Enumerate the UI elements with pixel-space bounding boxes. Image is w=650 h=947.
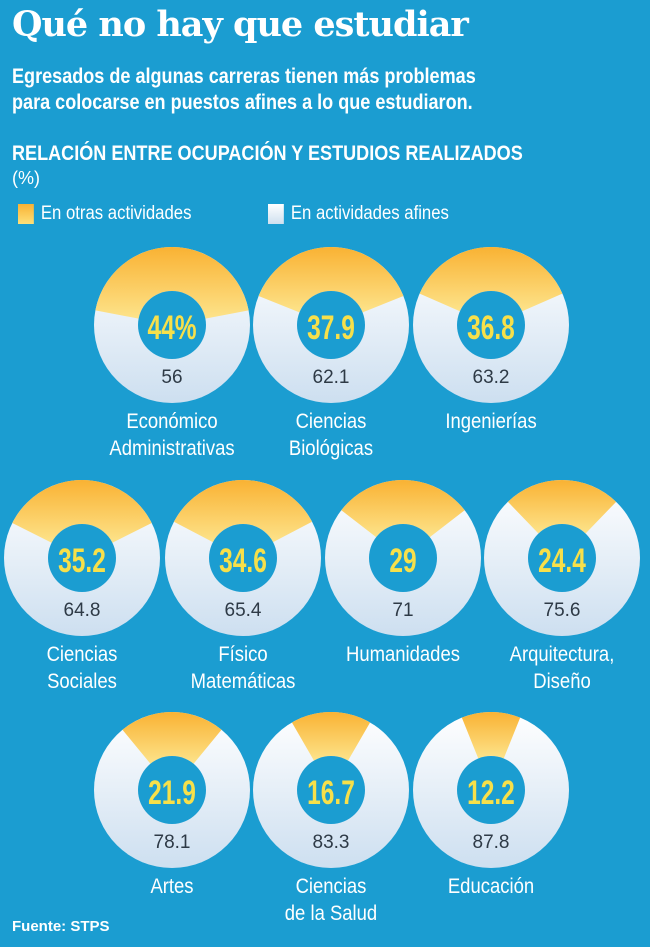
- subtitle-line: Egresados de algunas carreras tienen más…: [12, 65, 476, 88]
- donut-hole: [457, 291, 525, 359]
- category-label: Económico: [126, 410, 217, 433]
- value-otras: 24.4: [538, 542, 586, 580]
- category-label: Ciencias: [296, 410, 367, 433]
- slice-otras: [419, 246, 563, 312]
- value-otras: 34.6: [219, 542, 267, 580]
- value-afines: 63.2: [473, 367, 510, 388]
- subtitle-line: para colocarse en puestos afines a lo qu…: [12, 91, 473, 114]
- category-label: Artes: [150, 875, 193, 898]
- donut-hole: [138, 291, 206, 359]
- value-otras: 16.7: [307, 774, 355, 812]
- slice-otras: [12, 480, 152, 543]
- donut-hole: [457, 756, 525, 824]
- value-afines: 75.6: [544, 600, 581, 621]
- value-otras: 12.2: [467, 774, 515, 812]
- value-afines: 65.4: [225, 600, 262, 621]
- value-otras: 35.2: [58, 542, 106, 580]
- slice-otras: [461, 712, 521, 759]
- category-label: Educación: [448, 875, 534, 898]
- value-afines: 56: [161, 367, 182, 388]
- value-otras: 44%: [148, 309, 197, 347]
- value-otras: 36.8: [467, 309, 515, 347]
- slice-otras: [291, 712, 371, 761]
- chart-unit: (%): [12, 168, 40, 188]
- slice-otras: [341, 480, 465, 538]
- slice-otras: [95, 246, 249, 319]
- donut-hole: [297, 756, 365, 824]
- value-otras: 21.9: [148, 774, 196, 812]
- category-label: Arquitectura,: [510, 643, 615, 666]
- subtitle: Egresados de algunas carreras tienen más…: [12, 64, 562, 116]
- legend-label: En otras actividades: [40, 203, 192, 224]
- value-afines: 87.8: [473, 832, 510, 853]
- source-note: Fuente: STPS: [12, 918, 110, 935]
- slice-otras: [122, 712, 222, 764]
- category-label: Biológicas: [289, 437, 373, 460]
- category-label: Diseño: [533, 670, 590, 693]
- legend-item-otras: En otras actividades: [18, 203, 191, 225]
- chart-title: RELACIÓN ENTRE OCUPACIÓN Y ESTUDIOS REAL…: [12, 142, 523, 165]
- value-afines: 64.8: [64, 600, 101, 621]
- category-label: Administrativas: [109, 437, 234, 460]
- page-title: Qué no hay que estudiar: [12, 4, 469, 45]
- value-afines: 62.1: [313, 367, 350, 388]
- legend-swatch-white: [268, 204, 284, 224]
- donut-hole: [528, 524, 596, 592]
- donut-hole: [138, 756, 206, 824]
- legend-swatch-orange: [18, 204, 34, 224]
- value-afines: 78.1: [154, 832, 191, 853]
- donut-hole: [297, 291, 365, 359]
- value-otras: 29: [389, 542, 416, 580]
- value-afines: 83.3: [313, 832, 350, 853]
- category-label: Físico: [218, 643, 267, 666]
- category-label: de la Salud: [285, 902, 377, 925]
- value-afines: 71: [392, 600, 413, 621]
- donut-hole: [209, 524, 277, 592]
- slice-otras: [258, 246, 404, 313]
- donut-hole: [369, 524, 437, 592]
- category-label: Ciencias: [296, 875, 367, 898]
- category-label: Ciencias: [47, 643, 118, 666]
- slice-otras: [173, 479, 313, 543]
- slice-otras: [507, 479, 617, 534]
- legend-label: En actividades afines: [290, 203, 449, 224]
- category-label: Humanidades: [346, 643, 460, 666]
- category-label: Matemáticas: [191, 670, 296, 693]
- legend-item-afines: En actividades afines: [268, 203, 449, 225]
- donut-hole: [48, 524, 116, 592]
- category-label: Sociales: [47, 670, 117, 693]
- category-label: Ingenierías: [445, 410, 536, 433]
- value-otras: 37.9: [307, 309, 355, 347]
